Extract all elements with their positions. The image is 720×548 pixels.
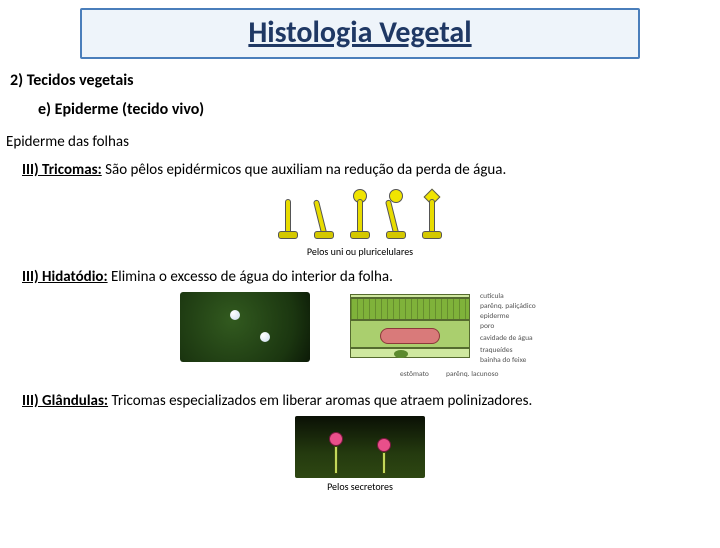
water-droplet-icon	[230, 310, 240, 320]
leaf-label-cavidade: cavidade de água	[480, 334, 533, 343]
item-tricomas: III) Tricomas: São pêlos epidérmicos que…	[22, 161, 720, 179]
item-hidatodio-label: III) Hidatódio:	[22, 268, 108, 286]
item-hidatodio: III) Hidatódio: Elimina o excesso de águ…	[22, 268, 720, 286]
leaf-label-epiderme: epiderme	[480, 312, 509, 321]
gland-icon	[377, 442, 391, 474]
trichome-icon	[382, 189, 410, 239]
title-box: Histologia Vegetal	[80, 8, 640, 59]
item-glandulas: III) Glândulas: Tricomas especializados …	[22, 392, 720, 410]
caption-secretores: Pelos secretores	[295, 480, 425, 493]
leaf-label-poro: poro	[480, 322, 494, 331]
figure-row-glandulas: Pelos secretores	[0, 416, 720, 493]
figure-hidatodio	[180, 292, 310, 362]
trichome-icon	[346, 189, 374, 239]
leaf-lower-epidermis	[350, 348, 470, 358]
figure-row-tricomas: Pelos uni ou pluricelulares	[0, 185, 720, 258]
figure-glandulas: Pelos secretores	[295, 416, 425, 493]
leaf-label-palicado: parênq. paliçádico	[480, 302, 536, 311]
figure-leaf-cross-section: cutícula parênq. paliçádico epiderme por…	[340, 292, 540, 382]
page-title: Histologia Vegetal	[248, 14, 471, 51]
trichome-icon	[274, 189, 302, 239]
trichome-icon	[310, 189, 338, 239]
section-e-heading: e) Epiderme (tecido vivo)	[38, 100, 720, 119]
leaf-stomata	[394, 350, 408, 358]
item-tricomas-label: III) Tricomas:	[22, 161, 102, 179]
leaf-label-cuticula: cutícula	[480, 292, 504, 301]
gland-icon	[329, 436, 343, 474]
item-hidatodio-text: Elimina o excesso de água do interior da…	[108, 268, 393, 286]
leaf-vein	[380, 328, 440, 344]
trichomes-illustration	[268, 185, 452, 243]
water-droplet-icon	[260, 332, 270, 342]
figure-row-hidatodio: cutícula parênq. paliçádico epiderme por…	[0, 292, 720, 382]
section-2-heading: 2) Tecidos vegetais	[10, 71, 720, 90]
trichome-icon	[418, 189, 446, 239]
leaf-label-estomato: estômato	[400, 370, 429, 379]
glands-illustration	[295, 416, 425, 478]
leaf-label-bainha: bainha do feixe	[480, 356, 526, 365]
item-glandulas-label: III) Glândulas:	[22, 392, 108, 410]
figure-pelos: Pelos uni ou pluricelulares	[268, 185, 452, 258]
leaf-palisade	[350, 298, 470, 320]
item-tricomas-text: São pêlos epidérmicos que auxiliam na re…	[102, 161, 507, 179]
item-glandulas-text: Tricomas especializados em liberar aroma…	[108, 392, 532, 410]
caption-pelos: Pelos uni ou pluricelulares	[268, 245, 452, 258]
leaf-label-lacunoso: parênq. lacunoso	[446, 370, 498, 379]
subheading-epiderme-folhas: Epiderme das folhas	[6, 133, 720, 151]
leaf-label-traqueides: traqueídes	[480, 346, 513, 355]
